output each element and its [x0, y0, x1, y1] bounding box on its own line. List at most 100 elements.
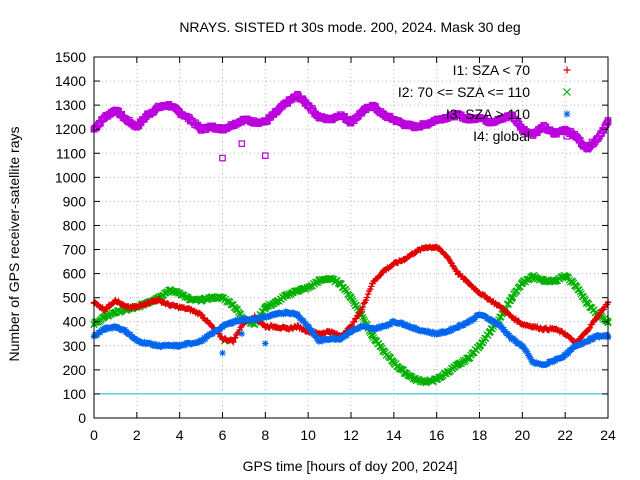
data-layer — [90, 90, 612, 387]
data-point — [91, 318, 99, 327]
x-tick-label: 10 — [300, 427, 316, 443]
legend-marker — [563, 66, 571, 74]
data-point — [407, 323, 415, 330]
legend-marker — [563, 88, 571, 96]
data-point — [561, 352, 569, 359]
x-tick-label: 4 — [176, 427, 184, 443]
data-point — [449, 262, 456, 269]
x-tick-label: 20 — [515, 427, 531, 443]
outlier-point — [262, 152, 269, 159]
data-point — [586, 324, 593, 332]
outlier-point — [219, 154, 226, 162]
data-point — [496, 313, 504, 321]
data-point — [430, 375, 439, 383]
data-point — [352, 301, 360, 310]
data-point — [447, 325, 454, 332]
data-point — [309, 327, 316, 335]
data-point — [364, 290, 372, 298]
x-tick-label: 0 — [90, 427, 98, 443]
data-point — [232, 334, 239, 341]
outlier-point — [262, 340, 269, 347]
data-point — [523, 348, 530, 355]
y-tick-label: 600 — [63, 266, 87, 282]
data-point — [360, 300, 368, 307]
data-point — [579, 293, 587, 301]
y-tick-label: 700 — [63, 242, 87, 258]
data-point — [507, 334, 514, 341]
data-point — [506, 332, 513, 339]
data-point — [512, 337, 520, 344]
y-tick-label: 0 — [78, 410, 86, 426]
data-point — [445, 255, 452, 262]
x-tick-label: 18 — [472, 427, 488, 443]
series-1 — [90, 271, 612, 387]
series-2 — [90, 308, 612, 369]
data-point — [230, 338, 237, 346]
ticks: 0100200300400500600700800900100011001200… — [55, 49, 616, 443]
y-tick-label: 1300 — [55, 97, 86, 113]
outlier-point — [238, 140, 246, 147]
y-tick-label: 1000 — [55, 169, 86, 185]
data-point — [527, 355, 535, 363]
x-tick-label: 6 — [219, 427, 227, 443]
data-point — [500, 326, 508, 333]
x-tick-label: 2 — [133, 427, 141, 443]
data-point — [306, 324, 313, 331]
data-point — [585, 337, 592, 345]
legend: I1: SZA < 70 I2: 70 <= SZA <= 110 I3: SZA … — [398, 62, 571, 144]
y-tick-label: 300 — [63, 338, 87, 354]
y-tick-label: 1400 — [55, 73, 86, 89]
data-point — [294, 322, 301, 329]
data-point — [526, 353, 534, 361]
y-tick-label: 900 — [63, 193, 87, 209]
outlier-point — [219, 349, 226, 357]
data-point — [203, 296, 212, 304]
data-point — [585, 326, 592, 333]
data-point — [387, 321, 394, 328]
y-tick-label: 500 — [63, 290, 87, 306]
y-tick-label: 400 — [63, 314, 87, 330]
data-point — [217, 294, 226, 302]
series-3 — [90, 90, 612, 162]
data-point — [233, 306, 242, 314]
data-point — [565, 350, 572, 357]
x-tick-label: 8 — [261, 427, 269, 443]
grid — [94, 57, 608, 418]
data-point — [359, 303, 366, 311]
data-point — [447, 258, 454, 266]
data-point — [575, 286, 583, 294]
data-point — [453, 267, 461, 275]
data-point — [294, 310, 301, 318]
data-point — [593, 316, 600, 323]
data-point — [524, 350, 531, 357]
data-point — [312, 332, 319, 340]
legend-label: I2: 70 <= SZA <= 110 — [398, 84, 530, 100]
y-tick-label: 800 — [63, 217, 87, 233]
data-point — [349, 297, 357, 305]
data-point — [356, 310, 363, 317]
x-tick-label: 16 — [429, 427, 445, 443]
data-point — [237, 324, 244, 331]
data-point — [121, 326, 129, 334]
data-point — [530, 358, 538, 366]
data-point — [410, 324, 418, 331]
data-point — [454, 324, 462, 331]
x-tick-label: 22 — [557, 427, 573, 443]
data-point — [175, 343, 182, 350]
data-point — [446, 328, 453, 335]
data-point — [479, 339, 487, 347]
x-tick-label: 12 — [343, 427, 359, 443]
data-point — [351, 318, 358, 326]
y-tick-label: 1500 — [55, 49, 86, 65]
x-tick-label: 14 — [386, 427, 402, 443]
y-tick-label: 200 — [63, 362, 87, 378]
legend-label: I1: SZA < 70 — [453, 62, 531, 78]
data-point — [202, 336, 209, 343]
legend-marker — [563, 110, 571, 118]
data-point — [231, 335, 238, 342]
data-point — [363, 294, 371, 301]
data-point — [359, 313, 367, 321]
x-tick-label: 24 — [600, 427, 616, 443]
y-tick-label: 100 — [63, 386, 87, 402]
